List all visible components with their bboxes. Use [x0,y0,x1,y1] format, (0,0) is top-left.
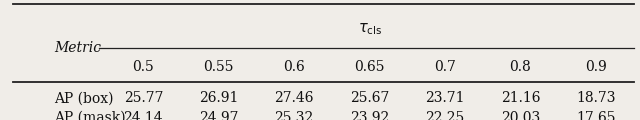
Text: 0.6: 0.6 [284,60,305,74]
Text: 27.46: 27.46 [275,91,314,105]
Text: AP (mask): AP (mask) [54,111,126,120]
Text: 25.67: 25.67 [350,91,389,105]
Text: 26.91: 26.91 [199,91,239,105]
Text: AP (box): AP (box) [54,91,114,105]
Text: Metric: Metric [54,41,101,55]
Text: 24.14: 24.14 [124,111,163,120]
Text: 25.32: 25.32 [275,111,314,120]
Text: 18.73: 18.73 [576,91,616,105]
Text: 20.03: 20.03 [501,111,540,120]
Text: 21.16: 21.16 [500,91,540,105]
Text: 23.92: 23.92 [350,111,389,120]
Text: 22.25: 22.25 [426,111,465,120]
Text: 0.9: 0.9 [585,60,607,74]
Text: 24.97: 24.97 [199,111,239,120]
Text: 25.77: 25.77 [124,91,163,105]
Text: 23.71: 23.71 [425,91,465,105]
Text: 17.65: 17.65 [576,111,616,120]
Text: $\tau_{\mathrm{cls}}$: $\tau_{\mathrm{cls}}$ [358,21,381,37]
Text: 0.65: 0.65 [355,60,385,74]
Text: 0.7: 0.7 [434,60,456,74]
Text: 0.55: 0.55 [204,60,234,74]
Text: 0.8: 0.8 [509,60,531,74]
Text: 0.5: 0.5 [132,60,154,74]
